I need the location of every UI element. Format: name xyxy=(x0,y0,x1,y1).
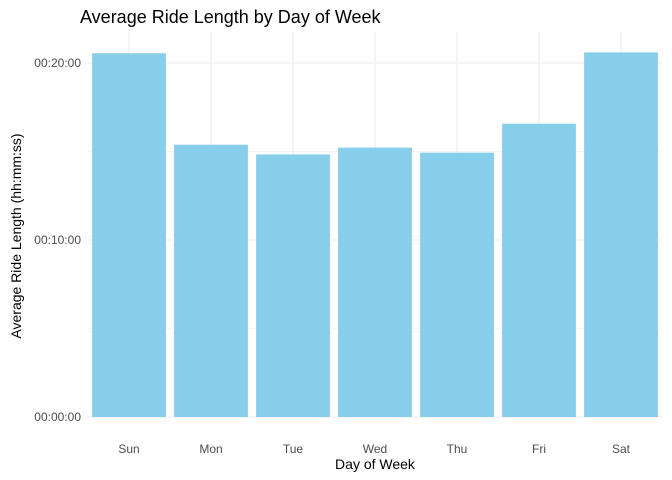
x-tick-label: Wed xyxy=(363,442,387,456)
x-tick-label: Fri xyxy=(532,442,546,456)
y-tick-label: 00:20:00 xyxy=(34,56,81,70)
bar-mon: Mon: 00:15:23 xyxy=(174,144,248,417)
x-tick-labels: Sun Mon Tue Wed Thu Fri Sat xyxy=(118,442,630,456)
x-tick-label: Sat xyxy=(612,442,631,456)
y-tick-label: 00:00:00 xyxy=(34,410,81,424)
x-tick-label: Thu xyxy=(447,442,468,456)
bar-thu: Thu: 00:14:56 xyxy=(420,152,494,417)
y-tick-label: 00:10:00 xyxy=(34,233,81,247)
x-axis-label: Day of Week xyxy=(335,456,415,472)
x-tick-label: Mon xyxy=(199,442,222,456)
bar-sat: Sat: 00:20:36 xyxy=(584,52,658,417)
y-axis-label: Average Ride Length (hh:mm:ss) xyxy=(8,133,24,339)
y-tick-labels: 00:00:00 00:10:00 00:20:00 xyxy=(34,56,81,424)
bar-fri: Fri: 00:16:34 xyxy=(502,123,576,417)
x-tick-label: Tue xyxy=(283,442,304,456)
bar-sun: Sun: 00:20:33 xyxy=(92,53,166,417)
bar-wed: Wed: 00:15:13 xyxy=(338,147,412,417)
chart-title: Average Ride Length by Day of Week xyxy=(80,7,381,27)
x-tick-label: Sun xyxy=(118,442,139,456)
bar-layer: Sun: 00:20:33Mon: 00:15:23Tue: 00:14:50W… xyxy=(92,52,658,417)
bar-tue: Tue: 00:14:50 xyxy=(256,154,330,417)
